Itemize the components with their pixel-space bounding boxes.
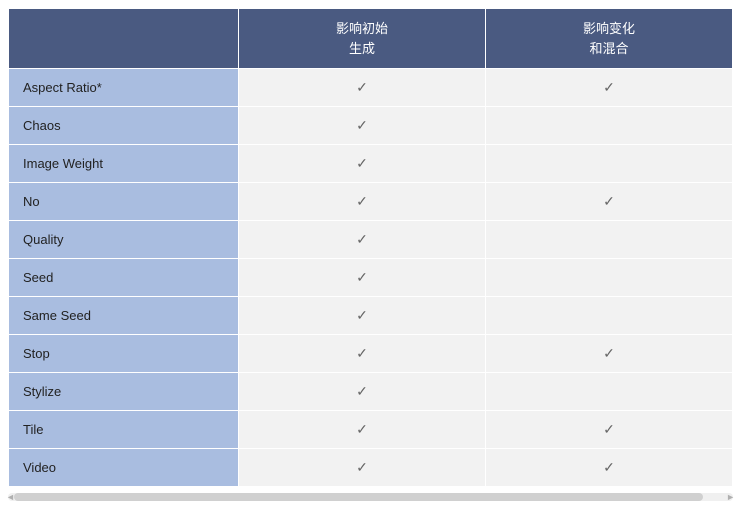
cell-initial: ✓ bbox=[239, 107, 486, 145]
table-header-row: 影响初始 生成 影响变化 和混合 bbox=[9, 9, 733, 69]
header-col-variation-line2: 和混合 bbox=[589, 41, 628, 56]
check-icon: ✓ bbox=[356, 231, 368, 248]
check-icon: ✓ bbox=[603, 79, 615, 96]
check-icon: ✓ bbox=[603, 193, 615, 210]
row-label: Quality bbox=[9, 221, 239, 259]
cell-variation bbox=[486, 297, 733, 335]
table-scroll-container[interactable]: 影响初始 生成 影响变化 和混合 Aspect Ratio*✓✓Chaos✓Im… bbox=[8, 8, 733, 487]
row-label: Same Seed bbox=[9, 297, 239, 335]
table-row: Video ✓ ✓ bbox=[9, 449, 733, 487]
cell-variation bbox=[486, 259, 733, 297]
cell-variation bbox=[486, 373, 733, 411]
header-col-initial-line1: 影响初始 bbox=[336, 21, 388, 36]
cell-variation bbox=[486, 107, 733, 145]
cell-variation: ✓ bbox=[486, 449, 733, 487]
cell-variation: ✓ bbox=[486, 69, 733, 107]
cell-initial: ✓ bbox=[239, 69, 486, 107]
cell-initial: ✓ bbox=[239, 411, 486, 449]
cell-initial: ✓ bbox=[239, 183, 486, 221]
table-row: No ✓ ✓ bbox=[9, 183, 733, 221]
horizontal-scrollbar[interactable]: ◄ ► bbox=[8, 493, 733, 501]
check-icon: ✓ bbox=[356, 421, 368, 438]
check-icon: ✓ bbox=[603, 421, 615, 438]
check-icon: ✓ bbox=[356, 345, 368, 362]
table-row: Same Seed ✓ bbox=[9, 297, 733, 335]
cell-initial: ✓ bbox=[239, 221, 486, 259]
cell-variation: ✓ bbox=[486, 411, 733, 449]
row-label: Video bbox=[9, 449, 239, 487]
row-label: Tile bbox=[9, 411, 239, 449]
check-icon: ✓ bbox=[356, 193, 368, 210]
cell-variation: ✓ bbox=[486, 335, 733, 373]
check-icon: ✓ bbox=[356, 459, 368, 476]
row-label: Image Weight bbox=[9, 145, 239, 183]
cell-variation: ✓ bbox=[486, 183, 733, 221]
table-row: Stylize ✓ bbox=[9, 373, 733, 411]
parameters-table: 影响初始 生成 影响变化 和混合 Aspect Ratio*✓✓Chaos✓Im… bbox=[8, 8, 733, 487]
cell-initial: ✓ bbox=[239, 373, 486, 411]
header-col-variation-line1: 影响变化 bbox=[583, 21, 635, 36]
table-row: Seed ✓ bbox=[9, 259, 733, 297]
header-col-variation: 影响变化 和混合 bbox=[486, 9, 733, 69]
check-icon: ✓ bbox=[603, 345, 615, 362]
cell-initial: ✓ bbox=[239, 335, 486, 373]
check-icon: ✓ bbox=[356, 307, 368, 324]
table-row: Image Weight ✓ bbox=[9, 145, 733, 183]
header-empty-corner bbox=[9, 9, 239, 69]
table-row: Quality ✓ bbox=[9, 221, 733, 259]
scroll-left-icon: ◄ bbox=[6, 492, 15, 502]
cell-initial: ✓ bbox=[239, 259, 486, 297]
cell-initial: ✓ bbox=[239, 449, 486, 487]
table-row: Stop ✓ ✓ bbox=[9, 335, 733, 373]
check-icon: ✓ bbox=[356, 383, 368, 400]
check-icon: ✓ bbox=[603, 459, 615, 476]
cell-initial: ✓ bbox=[239, 297, 486, 335]
cell-variation bbox=[486, 221, 733, 259]
header-col-initial: 影响初始 生成 bbox=[239, 9, 486, 69]
cell-initial: ✓ bbox=[239, 145, 486, 183]
check-icon: ✓ bbox=[356, 155, 368, 172]
row-label: Stylize bbox=[9, 373, 239, 411]
cell-variation bbox=[486, 145, 733, 183]
header-col-initial-line2: 生成 bbox=[349, 41, 375, 56]
table-row: Chaos ✓ bbox=[9, 107, 733, 145]
check-icon: ✓ bbox=[356, 269, 368, 286]
table-row: Aspect Ratio* ✓ ✓ bbox=[9, 69, 733, 107]
scroll-right-icon: ► bbox=[726, 492, 735, 502]
row-label: No bbox=[9, 183, 239, 221]
row-label: Seed bbox=[9, 259, 239, 297]
table-body: Aspect Ratio*✓✓Chaos✓Image Weight✓No✓✓Qu… bbox=[9, 69, 733, 487]
row-label: Stop bbox=[9, 335, 239, 373]
check-icon: ✓ bbox=[356, 117, 368, 134]
table-row: Tile ✓ ✓ bbox=[9, 411, 733, 449]
check-icon: ✓ bbox=[356, 79, 368, 96]
row-label: Chaos bbox=[9, 107, 239, 145]
row-label: Aspect Ratio* bbox=[9, 69, 239, 107]
